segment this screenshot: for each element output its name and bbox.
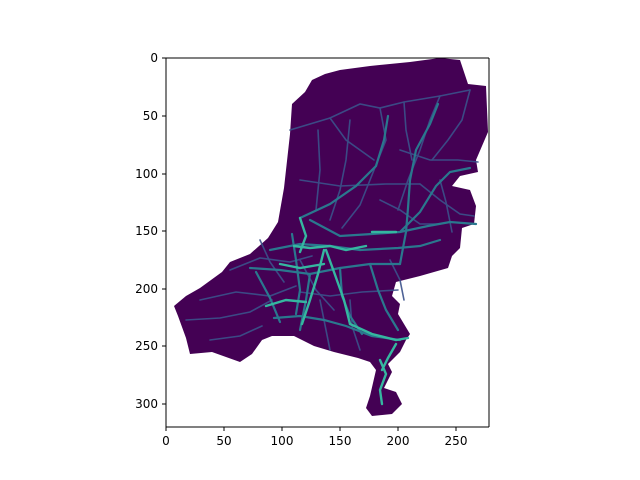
- y-tick-label: 150: [135, 224, 158, 238]
- x-tick-label: 150: [329, 434, 352, 448]
- y-tick-label: 50: [143, 109, 158, 123]
- x-axis: [165, 427, 457, 431]
- x-tick-label: 200: [387, 434, 410, 448]
- y-tick-label: 0: [150, 51, 158, 65]
- y-tick-label: 100: [135, 167, 158, 181]
- highways: [264, 216, 410, 406]
- y-axis: [162, 57, 166, 405]
- y-tick-label: 250: [135, 339, 158, 353]
- y-tick-labels: 0 50 100 150 200 250 300: [135, 51, 158, 411]
- x-tick-label: 100: [271, 434, 294, 448]
- y-tick-label: 200: [135, 282, 158, 296]
- minor-roads: [185, 89, 479, 351]
- x-tick-label: 250: [445, 434, 468, 448]
- y-tick-label: 300: [135, 397, 158, 411]
- x-tick-label: 50: [216, 434, 231, 448]
- x-tick-label: 0: [162, 434, 170, 448]
- x-tick-labels: 0 50 100 150 200 250: [162, 434, 467, 448]
- axes-frame: [165, 57, 490, 428]
